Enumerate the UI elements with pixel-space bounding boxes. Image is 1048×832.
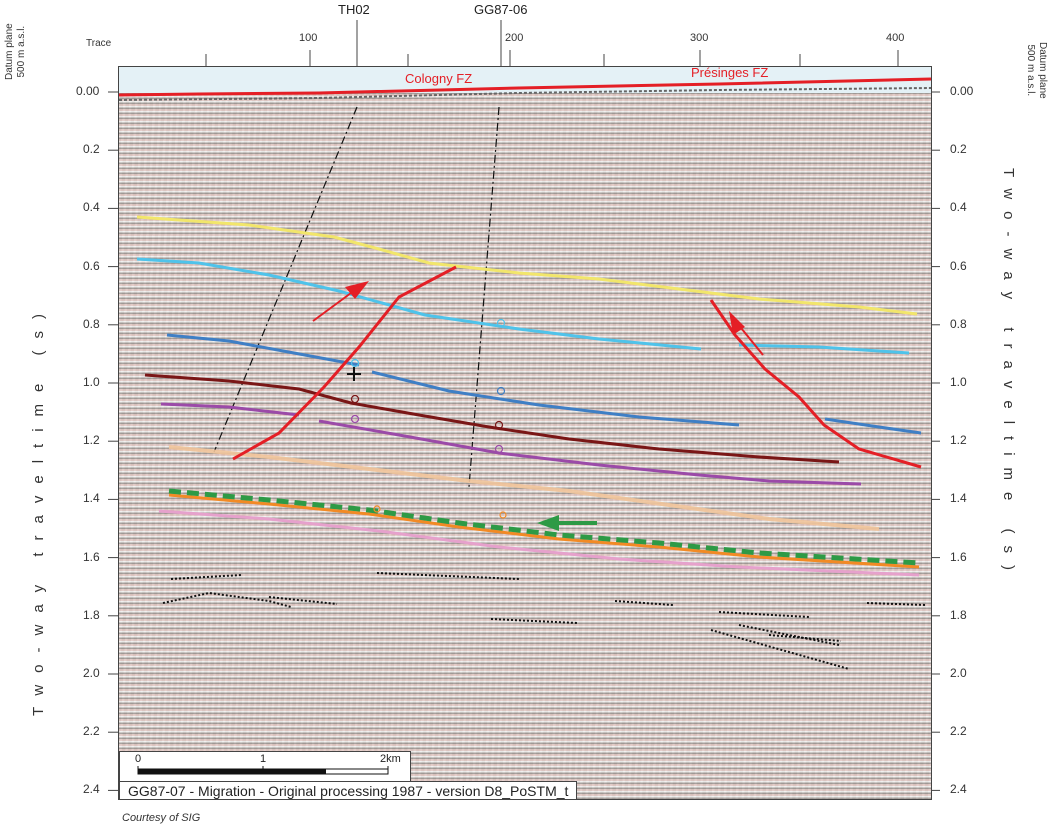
interpretation-overlay xyxy=(119,77,931,670)
horizon-darkred xyxy=(144,373,840,464)
fault-arrow-cologny-head xyxy=(345,281,369,299)
fault-label-presinges: Présinges FZ xyxy=(691,66,769,80)
y-tick-label-right: 0.2 xyxy=(950,142,967,157)
caption-box: GG87-07 - Migration - Original processin… xyxy=(119,781,931,799)
horizon-pink xyxy=(158,509,920,577)
horizon-purple-left xyxy=(160,402,300,417)
y-tick-label-left: 2.0 xyxy=(83,666,100,680)
y-tick-label-right: 1.4 xyxy=(950,491,967,506)
datum-line-2: 500 m a.s.l. xyxy=(1025,44,1036,97)
horizon-cyan xyxy=(136,257,702,351)
horizon-green-dashed xyxy=(168,488,920,566)
section-caption: GG87-07 - Migration - Original processin… xyxy=(119,781,578,799)
y-axis-title-right: Two-way traveltime (s) xyxy=(1000,168,1017,583)
y-tick-label-left: 1.2 xyxy=(83,433,100,448)
y-tick-label-right: 0.6 xyxy=(950,258,967,273)
y-tick-label-left: 2.4 xyxy=(83,782,100,797)
y-tick-label-right: 1.8 xyxy=(950,607,967,622)
y-tick-label-left: 0.4 xyxy=(83,200,100,215)
well-picks xyxy=(350,318,507,519)
lower-reflectors xyxy=(162,572,926,670)
y-tick-label-left: 0.6 xyxy=(83,258,100,273)
y-tick-label-left: 0.2 xyxy=(83,142,100,157)
horizon-yellow xyxy=(136,215,918,316)
y-tick-label-right: 2.4 xyxy=(950,782,967,797)
trace-tick-200: 200 xyxy=(505,32,524,44)
y-tick-label-right: 1.6 xyxy=(950,549,967,564)
horizon-blue-right xyxy=(824,417,922,435)
horizon-orange xyxy=(168,493,920,569)
well-label-gg87-06: GG87-06 xyxy=(474,2,528,17)
y-tick-label-right: 2.0 xyxy=(950,666,967,680)
trace-tick-400: 400 xyxy=(886,32,905,44)
y-tick-label-right: 1.0 xyxy=(950,375,967,389)
y-tick-label-right: 2.2 xyxy=(950,724,967,739)
surface-dotted xyxy=(119,87,931,101)
y-tick-label-left: 1.0 xyxy=(83,375,100,389)
scale-bar: 0 1 2km xyxy=(119,751,411,783)
scale-one: 1 xyxy=(260,753,267,765)
fault-arrow-cologny xyxy=(312,292,352,322)
y-tick-label-left: 1.6 xyxy=(83,549,100,564)
fault-label-cologny: Cologny FZ xyxy=(405,71,473,86)
horizon-blue xyxy=(166,333,360,367)
scale-zero: 0 xyxy=(135,753,142,765)
well-label-th02: TH02 xyxy=(338,2,370,17)
datum-label-left: Datum plane 500 m a.s.l. xyxy=(4,23,28,80)
credit-text: Courtesy of SIG xyxy=(122,812,201,824)
scale-two: 2km xyxy=(380,753,401,765)
y-tick-label-left: 2.2 xyxy=(83,724,100,739)
crosshair-marker xyxy=(347,367,361,381)
y-tick-label-right: 1.2 xyxy=(950,433,967,448)
datum-line-1: Datum plane xyxy=(1037,42,1048,99)
y-tick-label-left: 1.4 xyxy=(83,491,100,506)
fault-cologny xyxy=(232,265,457,461)
y-tick-label-left: 0.00 xyxy=(76,84,100,98)
datum-label-right: Datum plane 500 m a.s.l. xyxy=(1024,42,1048,99)
seismic-section: Cologny FZ Présinges FZ 0 1 2km GG87-07 … xyxy=(118,66,932,800)
well-path-th02 xyxy=(213,106,358,453)
y-tick-label-right: 0.8 xyxy=(950,316,967,331)
trace-tick-300: 300 xyxy=(690,32,709,44)
fault-presinges xyxy=(709,299,922,469)
flow-arrow-head xyxy=(537,515,559,531)
y-tick-label-left: 0.8 xyxy=(83,316,100,331)
datum-line-2: 500 m a.s.l. xyxy=(16,25,27,78)
trace-axis-label: Trace xyxy=(86,38,112,49)
fault-arrow-presinges-head xyxy=(729,311,745,335)
horizon-purple xyxy=(318,419,862,486)
surface-line xyxy=(119,77,931,97)
horizon-peach xyxy=(168,445,880,531)
y-tick-label-right: 0.00 xyxy=(950,84,974,98)
trace-tick-100: 100 xyxy=(299,32,318,44)
y-axis-title-left: Two-way traveltime (s) xyxy=(30,301,47,716)
scale-bar-graphic xyxy=(137,766,389,775)
well-path-gg87-06 xyxy=(468,106,500,488)
y-tick-label-right: 0.4 xyxy=(950,200,967,215)
y-tick-label-left: 1.8 xyxy=(83,607,100,622)
horizon-cyan-right xyxy=(738,343,910,355)
horizon-blue-mid xyxy=(371,370,740,427)
datum-line-1: Datum plane xyxy=(4,23,15,80)
